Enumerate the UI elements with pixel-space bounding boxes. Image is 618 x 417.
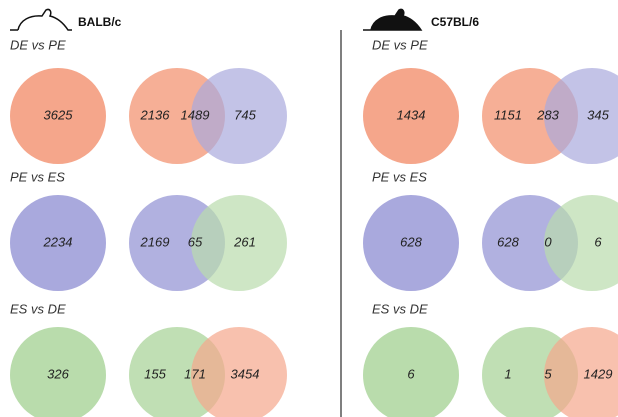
- venn-circle: [544, 195, 618, 291]
- venn-count: 745: [234, 107, 256, 122]
- venn-circle: [191, 68, 287, 164]
- venn-count: 2169: [140, 234, 170, 249]
- venn-count: 1489: [181, 107, 210, 122]
- venn-count: 155: [144, 366, 166, 381]
- total-count: 2234: [43, 234, 73, 249]
- total-count: 628: [400, 234, 422, 249]
- comparison-label: DE vs PE: [10, 37, 66, 52]
- total-circle: [10, 195, 106, 291]
- venn-count: 1: [504, 366, 511, 381]
- comparison-label: ES vs DE: [372, 301, 428, 316]
- venn-circle: [191, 195, 287, 291]
- venn-circle: [191, 327, 287, 417]
- venn-circle: [544, 327, 618, 417]
- venn-count: 628: [497, 234, 519, 249]
- mouse-icon: [363, 8, 423, 31]
- total-count: 3625: [44, 107, 74, 122]
- comparison-label: PE vs ES: [10, 169, 65, 184]
- total-circle: [363, 327, 459, 417]
- comparison-label: PE vs ES: [372, 169, 427, 184]
- venn-count: 1429: [584, 366, 613, 381]
- strain-label: C57BL/6: [431, 15, 479, 29]
- mouse-icon: [10, 8, 72, 31]
- comparison-label: DE vs PE: [372, 37, 428, 52]
- venn-circle: [544, 68, 618, 164]
- venn-count: 0: [544, 234, 552, 249]
- venn-count: 65: [188, 234, 203, 249]
- venn-count: 6: [594, 234, 602, 249]
- venn-count: 2136: [140, 107, 171, 122]
- venn-count: 171: [184, 366, 206, 381]
- venn-count: 3454: [231, 366, 260, 381]
- venn-count: 5: [544, 366, 552, 381]
- venn-count: 345: [587, 107, 609, 122]
- total-circle: [363, 195, 459, 291]
- comparison-label: ES vs DE: [10, 301, 66, 316]
- total-count: 1434: [397, 107, 426, 122]
- total-circle: [10, 327, 106, 417]
- venn-count: 283: [536, 107, 559, 122]
- total-circle: [10, 68, 106, 164]
- total-circle: [363, 68, 459, 164]
- venn-count: 261: [233, 234, 256, 249]
- total-count: 6: [407, 366, 415, 381]
- total-count: 326: [47, 366, 69, 381]
- venn-count: 1151: [494, 107, 522, 122]
- strain-label: BALB/c: [78, 15, 122, 29]
